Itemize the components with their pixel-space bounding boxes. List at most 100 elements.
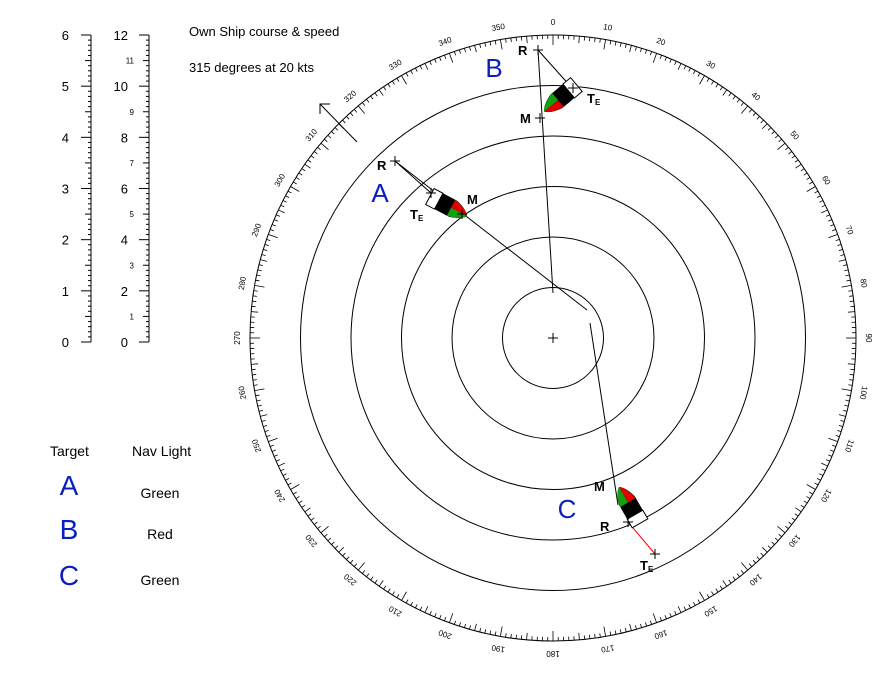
target-c-vessel [617, 486, 649, 529]
left-scale-tick-label: 1 [62, 284, 69, 299]
right-scale-minor-label: 7 [130, 159, 135, 168]
right-scale-major-label: 2 [121, 284, 128, 299]
compass-bearing-label: 310 [304, 127, 320, 143]
target-b-relative-line [537, 49, 554, 294]
range-ring [401, 186, 705, 490]
target-a-label-r: R [377, 158, 387, 173]
compass-bearing-label: 210 [387, 604, 404, 619]
target-a-relative-line [394, 160, 588, 311]
range-scale-left: 0 1 2 3 4 5 6 [62, 28, 92, 350]
compass-bearing-label: 170 [600, 643, 615, 654]
speed-scale-right: 0 2 4 6 8 10 12 1 3 5 7 9 11 [114, 28, 150, 350]
compass-bearing-label: 200 [437, 628, 453, 641]
target-a-vessel [424, 187, 467, 219]
compass-bearing-label: 160 [653, 628, 669, 641]
target-c-relative-line [589, 322, 619, 506]
own-ship-title: Own Ship course & speed [189, 24, 340, 39]
target-a-label-te: TE [410, 207, 424, 223]
range-ring [451, 236, 655, 440]
left-scale-tick-label: 4 [62, 130, 69, 145]
compass-bearing-label: 290 [250, 222, 263, 238]
table-header-nav-light: Nav Light [132, 443, 192, 459]
compass-bearing-label: 40 [749, 90, 762, 103]
left-scale-tick-label: 6 [62, 28, 69, 43]
right-scale-major-label: 6 [121, 182, 128, 197]
target-a-letter: A [371, 178, 389, 208]
right-scale-major-label: 8 [121, 130, 128, 145]
target-b-port-light [544, 100, 564, 113]
target-b-label-te: TE [587, 91, 601, 107]
own-ship-heading-arrow [319, 103, 358, 143]
right-scale-major-label: 12 [114, 28, 128, 43]
compass-bearing-label: 30 [705, 59, 718, 72]
table-row-c-light: Green [140, 572, 180, 588]
target-b-vessel [544, 76, 583, 113]
compass-bearing-label: 260 [237, 385, 248, 400]
compass-bearing-label: 190 [490, 643, 505, 654]
left-scale-tick-label: 3 [62, 182, 69, 197]
compass-bearing-label: 280 [237, 275, 248, 290]
range-ring [350, 135, 756, 541]
compass-bearing-label: 240 [272, 487, 287, 504]
compass-bearing-label: 70 [844, 224, 856, 236]
target-b-plot [533, 45, 583, 294]
range-rings [300, 85, 806, 591]
right-scale-major-label: 4 [121, 233, 128, 248]
target-b-letter: B [485, 53, 502, 83]
compass-bearing-label: 20 [655, 36, 667, 48]
right-scale-minor-label: 5 [130, 210, 135, 219]
table-row-a-target: A [59, 470, 79, 501]
compass-bearing-label: 130 [787, 533, 803, 549]
target-c-letter: C [558, 494, 577, 524]
target-a-port-light [451, 199, 467, 217]
target-a-plot [390, 156, 588, 311]
target-b-label-r: R [518, 43, 528, 58]
compass-ticks [250, 35, 856, 641]
left-scale-tick-label: 5 [62, 79, 69, 94]
compass-rose: 0 10 20 30 40 50 60 70 80 90 100 110 120 130 140 150 160… [233, 18, 873, 658]
target-a-label-m: M [467, 192, 478, 207]
left-scale-tick-label: 0 [62, 335, 69, 350]
compass-bearing-label: 90 [864, 334, 873, 343]
center-cross [548, 333, 558, 343]
compass-labels: 0 10 20 30 40 50 60 70 80 90 100 110 120 130 140 150 160… [233, 18, 873, 658]
compass-bearing-label: 220 [342, 572, 358, 588]
table-row-c-target: C [58, 560, 80, 591]
right-scale-major-label: 0 [121, 335, 128, 350]
own-ship-course-speed: 315 degrees at 20 kts [189, 60, 315, 75]
compass-bearing-label: 180 [546, 649, 560, 658]
compass-bearing-label: 320 [342, 88, 358, 104]
target-c-starboard-light [617, 486, 628, 508]
target-b-starboard-light [544, 93, 558, 112]
target-c-port-light [619, 486, 636, 503]
compass-bearing-label: 120 [819, 488, 834, 505]
table-row-b-target: B [59, 514, 79, 545]
compass-bearing-label: 50 [788, 129, 801, 142]
target-c-label-te: TE [640, 558, 654, 574]
compass-bearing-label: 340 [437, 35, 453, 48]
compass-bearing-label: 270 [233, 331, 242, 345]
right-scale-minor-label: 1 [130, 312, 135, 321]
right-scale-major-label: 10 [114, 79, 128, 94]
compass-bearing-label: 330 [387, 57, 404, 72]
compass-bearing-label: 110 [843, 438, 856, 454]
target-c-plot [589, 322, 660, 559]
compass-bearing-label: 230 [303, 532, 319, 548]
compass-bearing-label: 100 [858, 385, 869, 400]
compass-bearing-label: 250 [250, 438, 263, 454]
compass-bearing-label: 350 [491, 22, 506, 33]
left-scale-tick-label: 2 [62, 233, 69, 248]
compass-bearing-label: 60 [820, 174, 833, 187]
target-c-label-r: R [600, 519, 610, 534]
range-ring [300, 85, 806, 591]
right-scale-minor-label: 3 [130, 261, 135, 270]
target-b-label-m: M [520, 111, 531, 126]
table-row-b-light: Red [147, 526, 173, 542]
target-a-vector [394, 160, 432, 194]
compass-bearing-label: 140 [747, 572, 763, 588]
compass-bearing-label: 80 [858, 278, 869, 289]
compass-bearing-label: 10 [603, 22, 614, 33]
table-row-a-light: Green [140, 485, 180, 501]
compass-bearing-label: 0 [551, 18, 556, 27]
